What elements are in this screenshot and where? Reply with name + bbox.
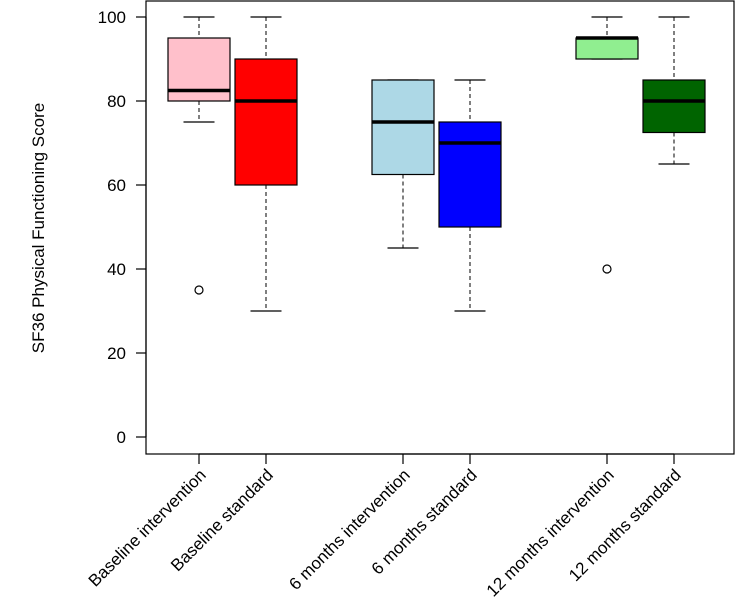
box-group bbox=[167, 16, 231, 295]
box-group bbox=[234, 16, 298, 312]
box-iqr bbox=[371, 79, 435, 176]
x-tick-label: 12 months intervention bbox=[483, 465, 618, 600]
y-tick-label: 100 bbox=[98, 8, 126, 27]
y-tick-label: 60 bbox=[107, 176, 126, 195]
boxes bbox=[167, 16, 706, 312]
y-tick-label: 80 bbox=[107, 92, 126, 111]
box-group bbox=[438, 79, 502, 312]
outlier-point bbox=[602, 264, 612, 274]
box-iqr bbox=[642, 79, 706, 134]
box-iqr bbox=[234, 58, 298, 186]
y-tick-label: 40 bbox=[107, 260, 126, 279]
box-group bbox=[575, 16, 639, 274]
x-tick-label: Baseline intervention bbox=[85, 465, 210, 590]
y-tick-label: 0 bbox=[117, 428, 126, 447]
y-tick-label: 20 bbox=[107, 344, 126, 363]
y-axis-label: SF36 Physical Functioning Score bbox=[29, 103, 48, 353]
box-group bbox=[371, 79, 435, 249]
box-group bbox=[642, 16, 706, 165]
box-iqr bbox=[575, 37, 639, 60]
x-tick-label: 6 months intervention bbox=[285, 465, 413, 593]
box-iqr bbox=[438, 121, 502, 228]
outlier-point bbox=[194, 285, 204, 295]
x-tick-label: 12 months standard bbox=[565, 465, 685, 585]
y-axis: 0 20 40 60 80 100 bbox=[98, 8, 147, 447]
